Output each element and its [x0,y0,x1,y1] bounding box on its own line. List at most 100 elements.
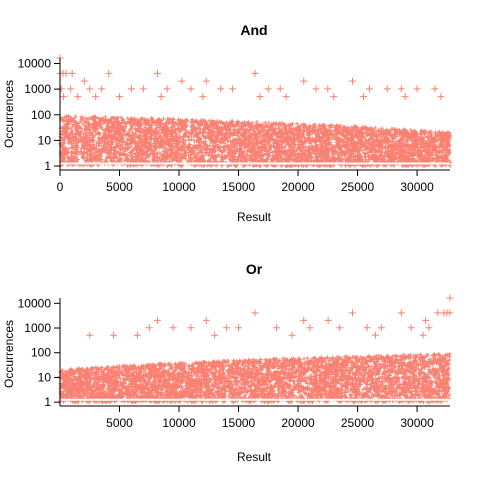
scatter-point [401,93,409,101]
scatter-point [178,77,186,85]
scatter-point [306,324,314,332]
scatter-point [127,85,135,93]
scatter-point [437,93,445,101]
scatter-point [324,85,332,93]
point-cloud [58,114,452,168]
scatter-point [383,85,391,93]
point-cloud [58,352,452,405]
y-tick-label: 10 [38,133,52,147]
scatter-point [163,85,171,93]
scatter-point [157,93,165,101]
scatter-point [440,309,448,317]
x-tick-label: 25000 [341,180,375,194]
scatter-point [145,324,153,332]
scatter-point [377,324,385,332]
y-axis-label-or: Occurrences [2,320,16,388]
scatter-point [422,316,430,324]
x-axis-label-or: Result [237,450,272,464]
scatter-point [365,85,373,93]
scatter-point [202,316,210,324]
scatter-point [235,324,243,332]
scatter-point [116,93,124,101]
scatter-point [74,93,82,101]
scatter-point [276,85,284,93]
y-tick-label: 1000 [24,82,51,96]
scatter-point [324,316,332,324]
scatter-point [68,69,76,77]
scatter-point [80,77,88,85]
y-tick-label: 10000 [18,56,52,70]
scatter-point [256,93,264,101]
scatter-point [264,85,272,93]
scatter-point [407,324,415,332]
point-cloud-marks [58,114,452,168]
scatter-point [434,309,442,317]
scatter-point [397,309,405,317]
scatter-point [349,77,357,85]
y-axis-label-and: Occurrences [2,80,16,148]
x-tick-label: 10000 [162,180,196,194]
scatter-point [363,324,371,332]
scatter-point [312,85,320,93]
plot-title-or: Or [246,261,263,277]
panel-and: And Result Occurrences 0 5000 10000 15000 20… [2,22,452,224]
scatter-point [169,324,177,332]
x-tick-label: 15000 [222,180,256,194]
scatter-point [300,77,308,85]
scatter-point [110,331,118,339]
x-tick-label: 15000 [222,416,256,430]
y-tick-label: 100 [31,346,51,360]
scatter-point [419,331,427,339]
x-tick-label: 10000 [162,416,196,430]
scatter-point [86,85,94,93]
y-tick-label: 10 [38,370,52,384]
x-tick-label: 0 [57,180,64,194]
scatter-point [288,331,296,339]
scatter-point [348,309,356,317]
x-tick-label: 20000 [281,180,315,194]
scatter-point [251,309,259,317]
scatter-point [229,85,237,93]
scatter-point [431,85,439,93]
point-cloud-marks [58,352,452,405]
y-tick-label: 10000 [18,296,52,310]
scatter-point [211,331,219,339]
panel-or: Or Result Occurrences 5000 10000 15000 2000… [2,261,454,464]
scatter-point [330,93,338,101]
scatter-point [300,316,308,324]
scatter-point [67,85,75,93]
scatter-point [153,316,161,324]
scatter-point [92,93,100,101]
x-tick-label: 25000 [341,416,375,430]
x-tick-label: 20000 [281,416,315,430]
x-tick-label: 30000 [400,416,434,430]
scatter-point [217,85,225,93]
scatter-point [133,331,141,339]
scatter-point [425,324,433,332]
scatter-point [154,69,162,77]
y-tick-label: 1 [44,395,51,409]
scatter-point [413,85,421,93]
scatter-point [62,69,70,77]
x-tick-label: 5000 [106,180,133,194]
y-tick-label: 100 [31,108,51,122]
x-axis-label-and: Result [237,210,272,224]
scatter-point [187,324,195,332]
plot-title-and: And [240,22,267,38]
scatter-point [446,294,454,302]
x-tick-label: 5000 [106,416,133,430]
scatter-point [360,93,368,101]
scatter-point [397,85,405,93]
scatter-point [282,93,290,101]
scatter-point [336,324,344,332]
scatter-point [202,77,210,85]
scatter-point [139,85,147,93]
scatter-point [60,93,68,101]
scatter-point [187,85,195,93]
x-tick-label: 30000 [400,180,434,194]
scatter-point [273,324,281,332]
scatter-point [86,331,94,339]
scatter-point [98,85,106,93]
scatter-point [251,69,259,77]
